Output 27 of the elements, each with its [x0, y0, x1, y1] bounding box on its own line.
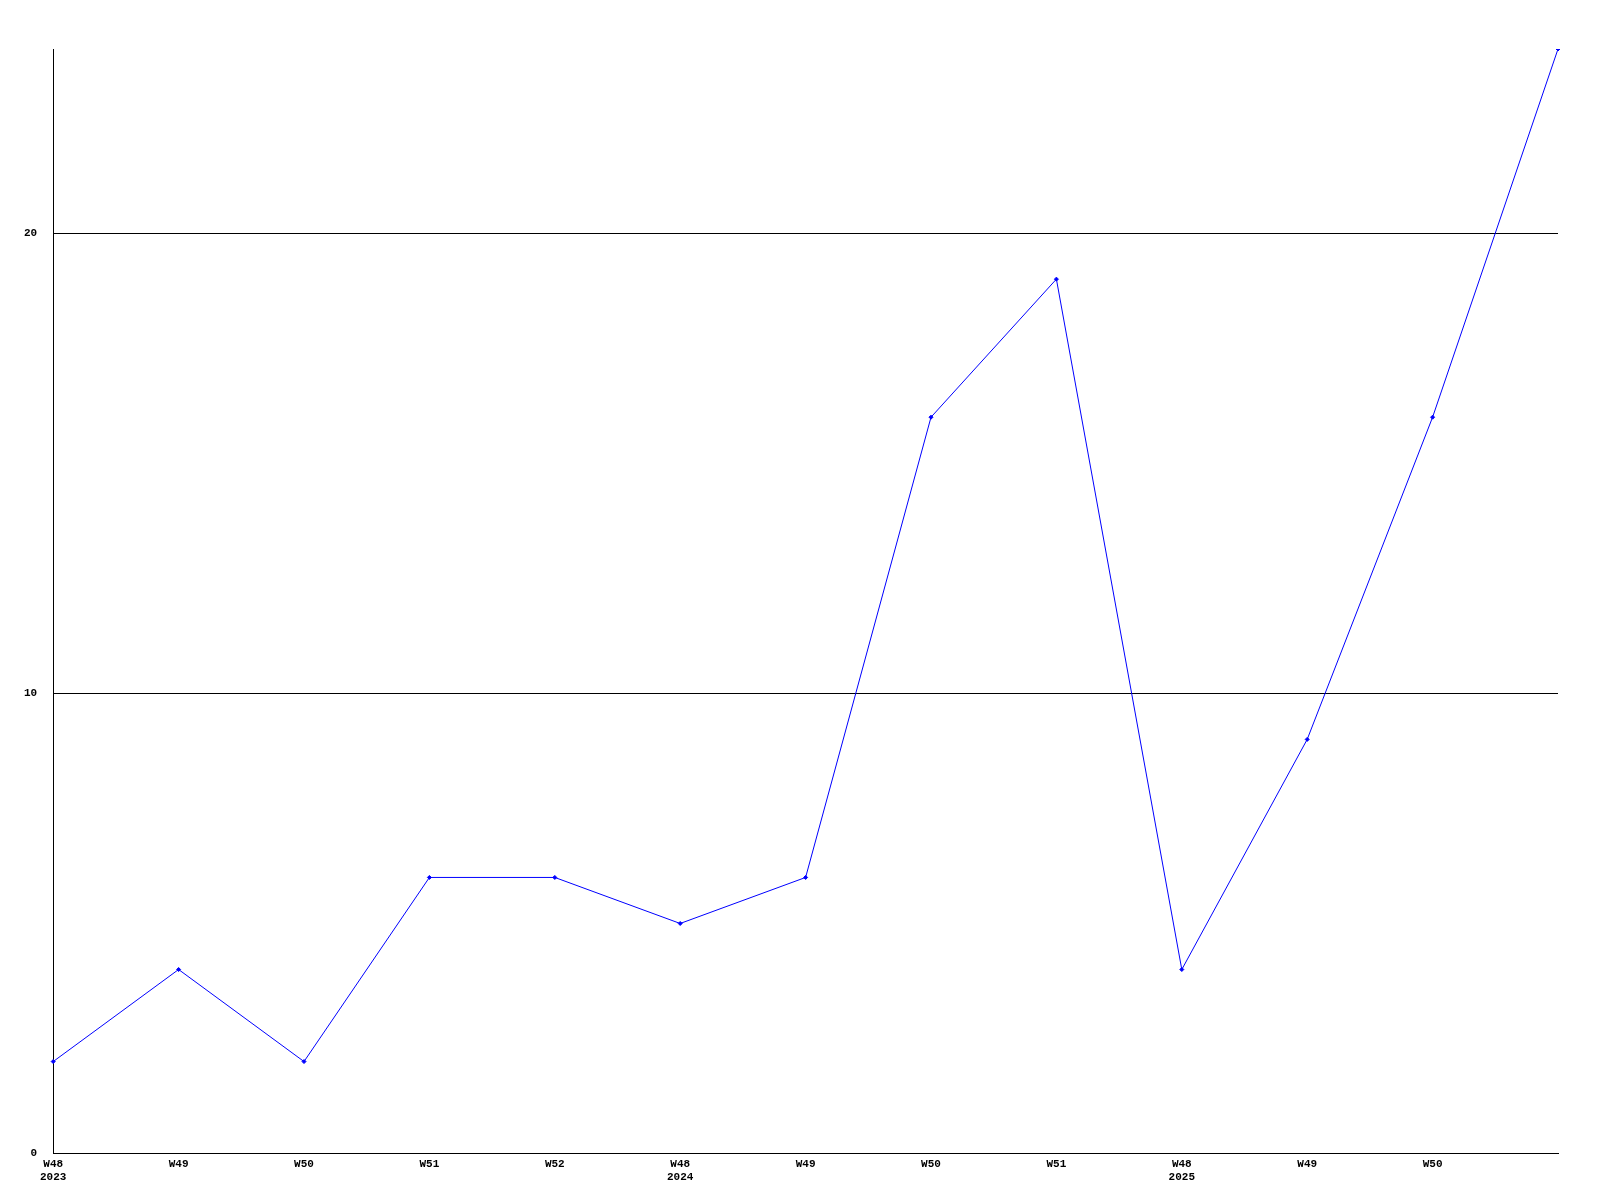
x-tick-label: W50 [294, 1157, 314, 1170]
point [1053, 276, 1059, 282]
point [1304, 736, 1310, 742]
x-tick-label: W48 2023 [40, 1157, 67, 1184]
y-tick-label: 20 [24, 226, 38, 239]
point [1179, 967, 1185, 972]
point [677, 920, 683, 926]
point [803, 874, 809, 880]
point [50, 1059, 56, 1065]
x-tick-label: W51 [419, 1157, 440, 1170]
x-tick-label: W48 2024 [667, 1157, 694, 1184]
point [1430, 414, 1436, 420]
x-tick-label: W48 2025 [1168, 1157, 1196, 1184]
x-tick-label: W51 [1046, 1157, 1067, 1170]
x-tick-label: W50 [921, 1157, 941, 1170]
point [426, 874, 432, 880]
y-tick-label: 0 [30, 1147, 38, 1160]
point [176, 967, 182, 972]
point [301, 1059, 307, 1065]
x-tick-label: W49 [168, 1157, 189, 1170]
point [552, 874, 558, 880]
x-tick-label: W52 [544, 1157, 565, 1170]
x-tick-label: W49 [1297, 1157, 1318, 1170]
point [928, 414, 934, 420]
x-tick-label: W50 [1422, 1157, 1443, 1170]
y-tick-label: 10 [24, 687, 38, 700]
x-tick-label: W49 [795, 1157, 816, 1170]
